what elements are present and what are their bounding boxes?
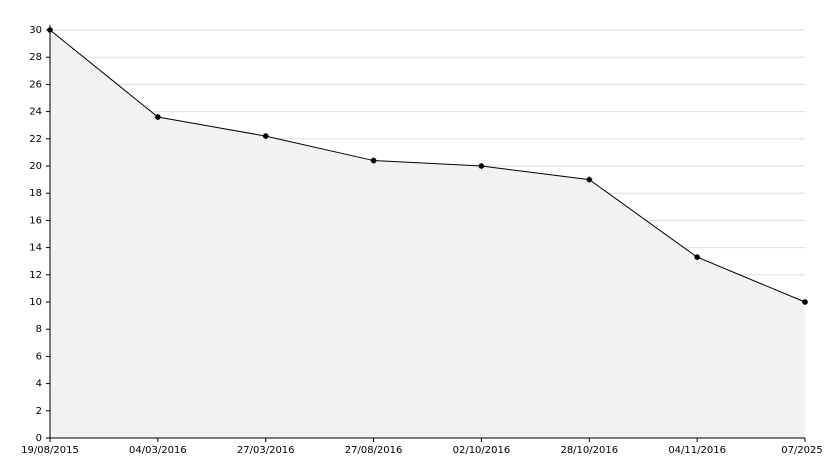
- area: [50, 30, 805, 438]
- y-tick-label: 26: [29, 79, 42, 90]
- x-tick-label: 27/03/2016: [237, 445, 295, 456]
- y-tick-label: 24: [29, 107, 42, 118]
- y-tick-label: 18: [29, 188, 42, 199]
- marker: [694, 254, 701, 261]
- y-tick-label: 28: [29, 52, 42, 63]
- y-tick-label: 10: [29, 297, 42, 308]
- marker: [802, 299, 808, 305]
- x-tick-label: 28/10/2016: [560, 445, 618, 456]
- marker: [262, 133, 269, 140]
- y-tick-label: 30: [29, 25, 42, 36]
- y-tick-label: 12: [29, 270, 42, 281]
- x-tick-label: 04/11/2016: [668, 445, 726, 456]
- y-tick-label: 0: [36, 433, 42, 444]
- marker: [154, 114, 161, 121]
- line: [49, 29, 806, 303]
- marker: [370, 157, 377, 164]
- y-tick-label: 8: [36, 324, 42, 335]
- y-tick-label: 4: [36, 379, 42, 390]
- marker: [586, 176, 593, 183]
- y-tick-label: 14: [29, 243, 42, 254]
- y-tick-label: 16: [29, 215, 42, 226]
- y-tick-label: 22: [29, 134, 42, 145]
- x-tick-label: 04/03/2016: [129, 445, 187, 456]
- x-tick-label: 27/08/2016: [345, 445, 403, 456]
- y-tick-label: 6: [36, 351, 42, 362]
- marker: [478, 163, 485, 169]
- y-tick-label: 2: [36, 406, 42, 417]
- x-tick-label: 02/10/2016: [453, 445, 511, 456]
- x-tick-label: 19/08/2015: [21, 445, 79, 456]
- y-tick-label: 20: [29, 161, 42, 172]
- x-tick-label: 07/2025: [781, 445, 823, 456]
